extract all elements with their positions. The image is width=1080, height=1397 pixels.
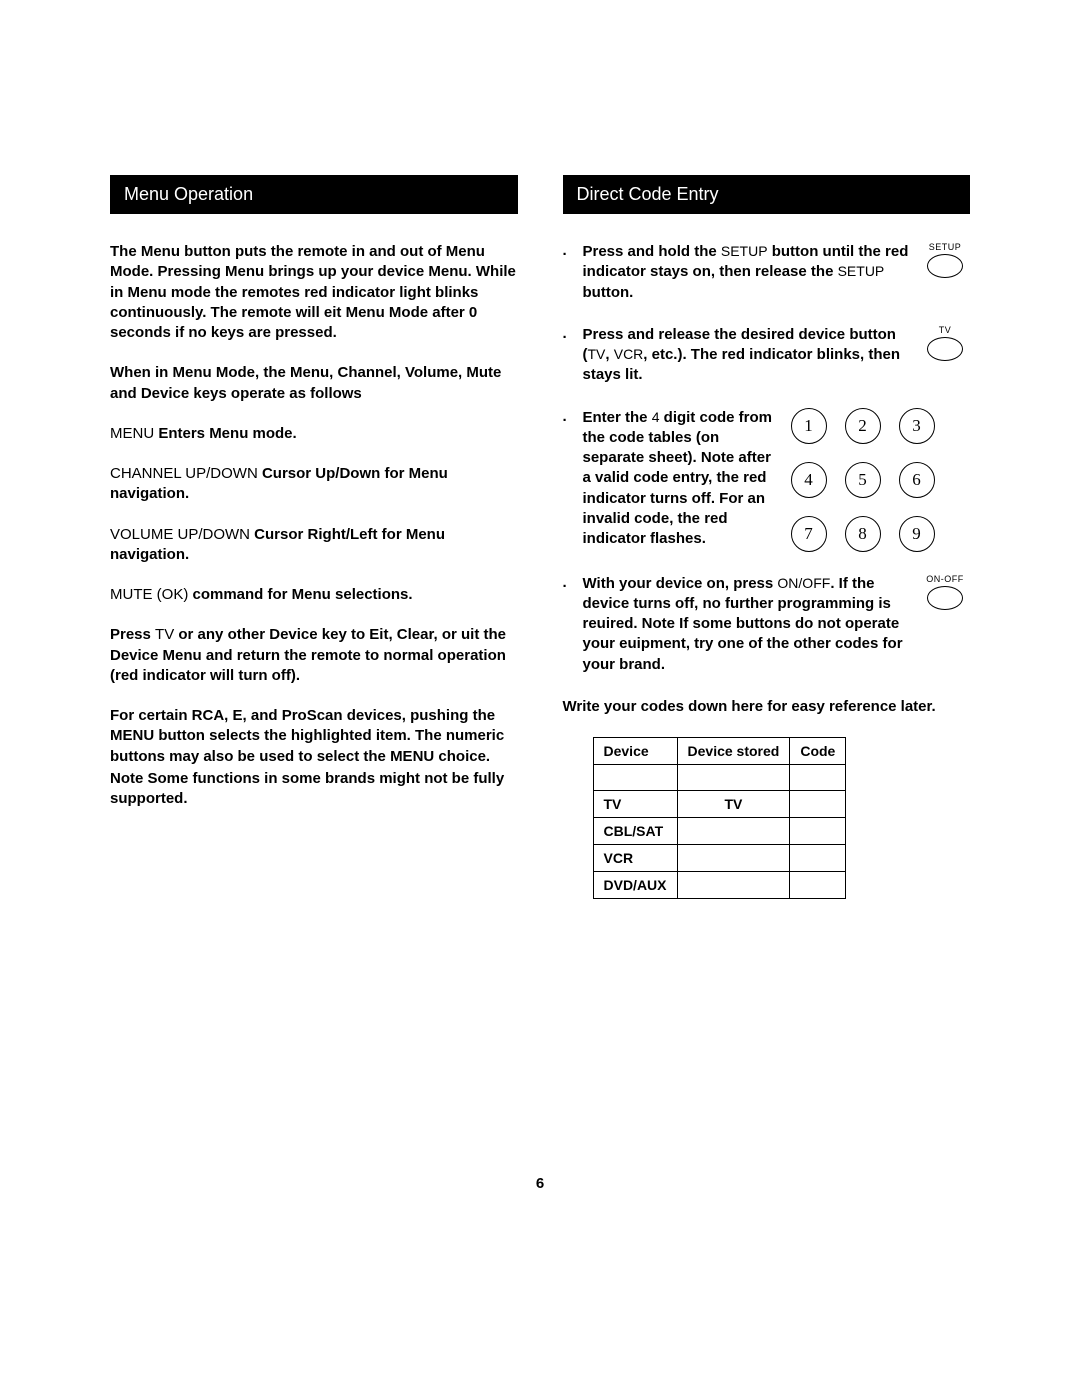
keypad-icon: 1 2 3 4 5 6 7 8 9 bbox=[791, 408, 935, 552]
menu-keys-intro: When in Menu Mode, the Menu, Channel, Vo… bbox=[110, 363, 518, 404]
keypad-8: 8 bbox=[845, 516, 881, 552]
keypad-7: 7 bbox=[791, 516, 827, 552]
step-1: . Press and hold the SETUP button until … bbox=[563, 242, 971, 303]
menu-intro-paragraph: The Menu button puts the remote in and o… bbox=[110, 242, 518, 343]
direct-code-header: Direct Code Entry bbox=[563, 175, 971, 214]
keypad-6: 6 bbox=[899, 462, 935, 498]
table-row bbox=[593, 765, 846, 791]
code-table: Device Device stored Code TV TV CBL/SAT … bbox=[593, 737, 847, 899]
setup-button-icon: SETUP bbox=[920, 242, 970, 303]
oval-icon bbox=[927, 586, 963, 610]
key-mute: MUTE (OK) command for Menu selections. bbox=[110, 585, 518, 605]
onoff-button-icon: ON-OFF bbox=[920, 574, 970, 675]
oval-icon bbox=[927, 337, 963, 361]
keypad-3: 3 bbox=[899, 408, 935, 444]
oval-icon bbox=[927, 254, 963, 278]
page-number: 6 bbox=[0, 1175, 1080, 1192]
left-column: Menu Operation The Menu button puts the … bbox=[110, 175, 518, 899]
press-tv-paragraph: Press TV or any other Device key to Eit,… bbox=[110, 625, 518, 686]
write-codes-paragraph: Write your codes down here for easy refe… bbox=[563, 697, 971, 717]
keypad-2: 2 bbox=[845, 408, 881, 444]
tv-button-icon: TV bbox=[920, 325, 970, 386]
menu-operation-header: Menu Operation bbox=[110, 175, 518, 214]
keypad-9: 9 bbox=[899, 516, 935, 552]
table-row: VCR bbox=[593, 845, 846, 872]
keypad-4: 4 bbox=[791, 462, 827, 498]
key-volume: VOLUME UP/DOWN Cursor Right/Left for Men… bbox=[110, 525, 518, 566]
keypad-5: 5 bbox=[845, 462, 881, 498]
key-channel: CHANNEL UP/DOWN Cursor Up/Down for Menu … bbox=[110, 464, 518, 505]
step-3: . Enter the 4 digit code from the code t… bbox=[563, 408, 971, 552]
rca-paragraph: For certain RCA, E, and ProScan devices,… bbox=[110, 706, 518, 767]
table-row: TV TV bbox=[593, 791, 846, 818]
table-header-row: Device Device stored Code bbox=[593, 738, 846, 765]
note-paragraph: Note Some functions in some brands might… bbox=[110, 769, 518, 810]
keypad-1: 1 bbox=[791, 408, 827, 444]
step-2: . Press and release the desired device b… bbox=[563, 325, 971, 386]
key-menu: MENU Enters Menu mode. bbox=[110, 424, 518, 444]
right-column: Direct Code Entry . Press and hold the S… bbox=[563, 175, 971, 899]
table-row: DVD/AUX bbox=[593, 872, 846, 899]
step-4: . With your device on, press ON/OFF. If … bbox=[563, 574, 971, 675]
table-row: CBL/SAT bbox=[593, 818, 846, 845]
